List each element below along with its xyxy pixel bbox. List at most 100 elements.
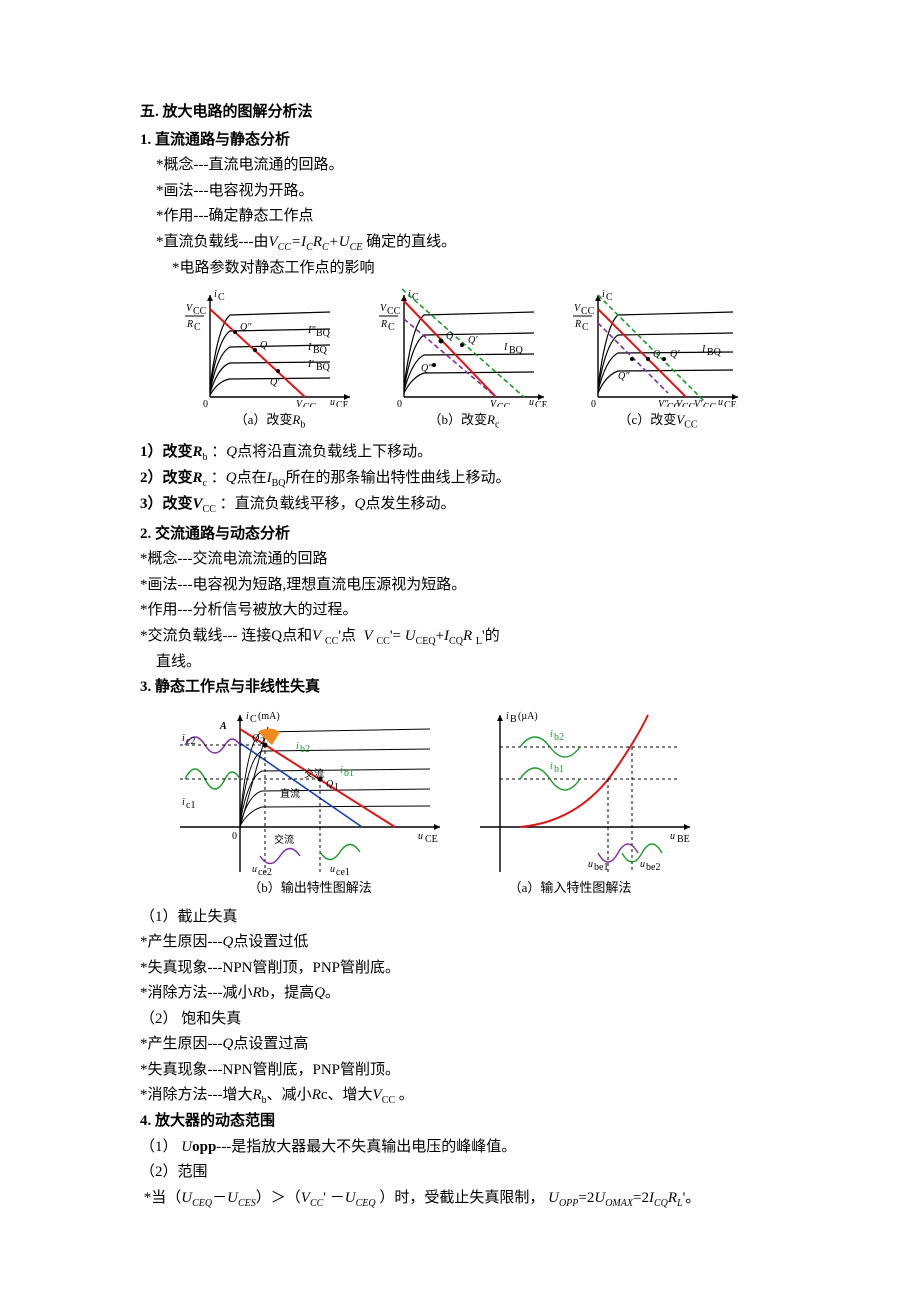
svg-text:i: i (182, 797, 185, 808)
svg-text:Q″: Q″ (240, 322, 252, 333)
svg-text:BQ: BQ (316, 328, 331, 339)
s1-list-2-prefix: 2）改变 (140, 470, 193, 486)
svg-text:CC: CC (303, 402, 317, 407)
svg-text:BQ: BQ (509, 345, 524, 356)
svg-text:i: i (550, 729, 553, 740)
s1-list-1-prefix: 1）改变 (140, 444, 193, 460)
chart-a: VCC RC iC Q″ Q Q′ I (180, 287, 360, 407)
svg-text:ce2: ce2 (258, 867, 272, 877)
svg-text:Q′: Q′ (670, 349, 680, 360)
svg-text:BE: BE (677, 834, 690, 845)
svg-text:I′: I′ (307, 359, 314, 370)
svg-text:R: R (574, 319, 581, 330)
s1-list-3-body: ：直流负载线平移，Q点发生移动。 (220, 496, 456, 512)
svg-text:Q″: Q″ (421, 363, 433, 374)
s1-list-1: 1）改变Rb ：Q点将沿直流负载线上下移动。 (140, 440, 800, 466)
s2-concept: *概念---交流电流流通的回路 (140, 547, 800, 573)
big-cap-right: （a）输入特性图解法 (440, 877, 700, 899)
svg-text:R: R (380, 319, 387, 330)
svg-text:C: C (606, 292, 613, 303)
svg-text:CC: CC (497, 402, 511, 407)
s1-loadline-prefix: *直流负载线---由 (156, 234, 269, 250)
svg-text:Q: Q (260, 340, 268, 351)
section-1-heading: 1. 直流通路与静态分析 (140, 128, 800, 154)
three-charts-row: VCC RC iC Q″ Q Q′ I (180, 287, 800, 434)
svg-text:i: i (296, 741, 299, 752)
svg-text:C: C (194, 322, 201, 333)
section-3-heading: 3. 静态工作点与非线性失真 (140, 675, 800, 701)
s2-draw: *画法---电容视为短路,理想直流电压源视为短路。 (140, 573, 800, 599)
chart-b: VCC RC iC Q Q′ Q″ IBQ 0 (374, 287, 554, 407)
svg-text:CE: CE (535, 400, 548, 407)
svg-text:CE: CE (724, 400, 737, 407)
section-5-title: 五. 放大电路的图解分析法 (140, 100, 800, 126)
svg-text:1: 1 (334, 782, 339, 793)
svg-text:i: i (246, 711, 249, 722)
s2-load-prefix: *交流负载线--- 连接Q点和 (140, 628, 312, 644)
svg-text:Q′: Q′ (270, 377, 280, 388)
s2-loadline: *交流负载线--- 连接Q点和V CC'点 V CC'= UCEQ+ICQR L… (140, 624, 800, 650)
s1-use: *作用---确定静态工作点 (140, 204, 800, 230)
svg-text:u: u (418, 831, 423, 842)
svg-text:I: I (701, 344, 706, 355)
chart-b-caption: （b）改变Rc (429, 409, 500, 434)
document-page: 五. 放大电路的图解分析法 1. 直流通路与静态分析 *概念---直流电流通的回… (0, 0, 920, 1302)
svg-text:C: C (218, 292, 225, 303)
svg-text:0: 0 (232, 831, 237, 842)
s1-list-2: 2）改变Rc ：Q点在IBQ所在的那条输出特性曲线上移动。 (140, 466, 800, 492)
svg-text:b2: b2 (300, 744, 310, 755)
svg-text:CC: CC (703, 402, 717, 407)
svg-text:Q″: Q″ (618, 371, 630, 382)
svg-text:B: B (510, 714, 517, 725)
svg-text:be2: be2 (646, 862, 660, 873)
cutoff-fix: *消除方法---减小Rb，提高Q。 (140, 981, 800, 1007)
svg-text:be1: be1 (594, 862, 608, 873)
s1-list-2-body: ：Q点在IBQ所在的那条输出特性曲线上移动。 (211, 470, 511, 486)
svg-text:BQ: BQ (313, 345, 328, 356)
cutoff-cause: *产生原因---Q点设置过低 (140, 930, 800, 956)
s4-cond: *当（UCEQ－UCES）＞（VCC' －UCEQ ）时，受截止失真限制， UO… (140, 1186, 800, 1212)
s1-subinfluence: *电路参数对静态工作点的影响 (140, 256, 800, 282)
svg-text:0: 0 (591, 399, 596, 407)
svg-text:V′: V′ (694, 399, 703, 407)
svg-text:u: u (330, 397, 335, 407)
s1-loadline: *直流负载线---由VCC=ICRC+UCE 确定的直线。 (140, 230, 800, 256)
svg-text:CE: CE (336, 400, 349, 407)
svg-text:i: i (602, 289, 605, 300)
svg-text:i: i (506, 711, 509, 722)
s4-l2: （2）范围 (140, 1160, 800, 1186)
svg-text:Q: Q (653, 349, 661, 360)
s1-loadline-eq: VCC=ICRC+UCE (269, 234, 363, 250)
svg-text:C: C (250, 714, 257, 725)
svg-text:(mA): (mA) (258, 711, 280, 722)
svg-text:CC: CC (387, 306, 401, 317)
sat-cause: *产生原因---Q点设置过高 (140, 1032, 800, 1058)
svg-text:交流: 交流 (304, 767, 324, 780)
svg-text:ce1: ce1 (336, 867, 350, 877)
chart-a-col: VCC RC iC Q″ Q Q′ I (180, 287, 360, 434)
svg-text:u: u (529, 397, 534, 407)
s4-l1: （1） Uopp---是指放大器最大不失真输出电压的峰峰值。 (140, 1135, 800, 1161)
cutoff-heading: （1）截止失真 (140, 905, 800, 931)
s1-draw: *画法---电容视为开路。 (140, 179, 800, 205)
svg-text:i: i (550, 761, 553, 772)
chart-a-caption: （a）改变Rb (235, 409, 306, 434)
svg-text:u: u (252, 864, 257, 875)
svg-text:i: i (182, 733, 185, 744)
svg-text:I: I (307, 342, 312, 353)
svg-text:A: A (219, 721, 227, 732)
svg-text:BQ: BQ (316, 362, 331, 373)
svg-text:I: I (503, 342, 508, 353)
section-2-heading: 2. 交流通路与动态分析 (140, 522, 800, 548)
svg-text:C: C (582, 322, 589, 333)
section-4-heading: 4. 放大器的动态范围 (140, 1109, 800, 1135)
svg-text:u: u (640, 859, 645, 870)
s2-use: *作用---分析信号被放大的过程。 (140, 598, 800, 624)
svg-text:c2: c2 (186, 736, 195, 747)
chart-b-col: VCC RC iC Q Q′ Q″ IBQ 0 (374, 287, 554, 434)
svg-text:Q: Q (252, 733, 260, 744)
big-cap-left: （b）输出特性图解法 (180, 877, 440, 899)
svg-text:u: u (718, 397, 723, 407)
svg-text:0: 0 (203, 399, 208, 407)
svg-text:BQ: BQ (707, 347, 722, 358)
